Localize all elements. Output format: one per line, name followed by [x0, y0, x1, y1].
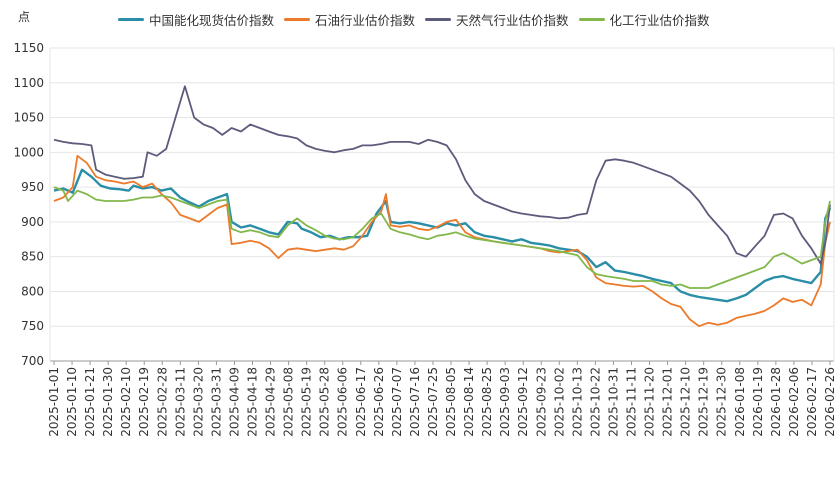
x-tick-labels: 2025-01-01 2025-01-10 2025-01-21 2025-01-30…	[47, 361, 837, 437]
x-tick-label: 2025-01-10	[65, 367, 79, 437]
x-tick-label: 2025-03-20	[191, 367, 205, 437]
y-tick-label: 700	[21, 354, 44, 368]
x-tick-label: 2025-04-09	[227, 367, 241, 437]
x-tick-label: 2025-01-21	[83, 367, 97, 437]
legend-swatch-1	[284, 18, 311, 21]
x-tick-label: 2025-10-31	[606, 367, 620, 437]
x-tick-label: 2025-09-03	[498, 367, 512, 437]
x-tick-label: 2025-09-12	[516, 367, 530, 437]
series-lines	[53, 85, 832, 328]
x-tick-label: 2025-05-08	[282, 367, 296, 437]
y-tick-label: 750	[21, 319, 44, 333]
x-tick-label: 2025-03-11	[173, 367, 187, 437]
y-tick-labels: 700 750 800 850 900 950 1000 1050 1100 1150	[13, 41, 44, 368]
x-tick-label: 2025-11-11	[624, 367, 638, 437]
x-tick-label: 2025-07-07	[390, 367, 404, 437]
y-tick-label: 900	[21, 215, 44, 229]
y-tick-label: 1100	[13, 76, 44, 90]
x-tick-label: 2025-02-19	[137, 367, 151, 437]
x-tick-label: 2025-08-25	[480, 367, 494, 437]
x-tick-label: 2026-01-19	[751, 367, 765, 437]
series-line-2	[53, 85, 831, 265]
x-tick-label: 2025-05-28	[318, 367, 332, 437]
x-tick-label: 2025-01-01	[47, 367, 61, 437]
x-tick-label: 2025-08-14	[462, 367, 476, 437]
legend-swatch-2	[425, 18, 452, 21]
legend-item-0[interactable]: 中国能化现货估价指数	[118, 10, 274, 29]
x-tick-label: 2025-02-10	[119, 367, 133, 437]
x-tick-label: 2025-09-23	[534, 367, 548, 437]
legend-label-2: 天然气行业估价指数	[456, 13, 569, 28]
x-tick-label: 2025-12-19	[697, 367, 711, 437]
legend-item-3[interactable]: 化工行业估价指数	[578, 10, 710, 29]
x-tick-label: 2025-07-16	[408, 367, 422, 437]
x-tick-label: 2025-11-20	[643, 367, 657, 437]
legend-label-0: 中国能化现货估价指数	[149, 13, 275, 28]
x-tick-label: 2025-07-25	[426, 367, 440, 437]
x-tick-label: 2025-02-28	[155, 367, 169, 437]
x-tick-label: 2026-01-28	[769, 367, 783, 437]
series-line-1	[53, 154, 831, 328]
gridlines	[50, 47, 834, 327]
legend-item-2[interactable]: 天然气行业估价指数	[425, 10, 569, 29]
x-tick-label: 2025-06-17	[354, 367, 368, 437]
x-tick-label: 2026-02-06	[787, 367, 801, 437]
x-tick-label: 2025-06-06	[336, 367, 350, 437]
legend-label-1: 石油行业估价指数	[315, 13, 416, 28]
x-tick-label: 2026-01-08	[733, 367, 747, 437]
x-tick-label: 2025-10-02	[552, 367, 566, 437]
y-tick-label: 1050	[13, 111, 44, 125]
x-tick-label: 2026-02-26	[823, 367, 837, 437]
x-tick-label: 2025-10-13	[570, 367, 584, 437]
series-line-3	[53, 186, 831, 289]
x-tick-label: 2025-08-05	[444, 367, 458, 437]
legend: 中国能化现货估价指数 石油行业估价指数 天然气行业估价指数 化工行业估价指数	[118, 10, 710, 29]
x-tick-label: 2025-10-22	[588, 367, 602, 437]
y-tick-label: 850	[21, 250, 44, 264]
x-tick-label: 2025-12-30	[715, 367, 729, 437]
x-tick-label: 2025-05-19	[300, 367, 314, 437]
legend-item-1[interactable]: 石油行业估价指数	[284, 10, 415, 29]
x-tick-label: 2025-06-26	[372, 367, 386, 437]
x-tick-label: 2025-12-10	[679, 367, 693, 437]
x-tick-label: 2025-12-01	[661, 367, 675, 437]
x-tick-label: 2025-03-31	[209, 367, 223, 437]
legend-swatch-0	[118, 18, 144, 21]
y-tick-label: 1000	[13, 145, 44, 159]
y-tick-label: 1150	[13, 41, 44, 55]
unit-label: 点	[18, 10, 31, 24]
legend-swatch-3	[578, 18, 605, 21]
y-tick-label: 950	[21, 180, 44, 194]
x-tick-label: 2025-01-30	[101, 367, 115, 437]
x-tick-label: 2025-04-18	[246, 367, 260, 437]
x-tick-label: 2026-02-17	[805, 367, 819, 437]
x-tick-label: 2025-04-29	[264, 367, 278, 437]
legend-label-3: 化工行业估价指数	[609, 13, 710, 28]
y-tick-label: 800	[21, 284, 44, 298]
